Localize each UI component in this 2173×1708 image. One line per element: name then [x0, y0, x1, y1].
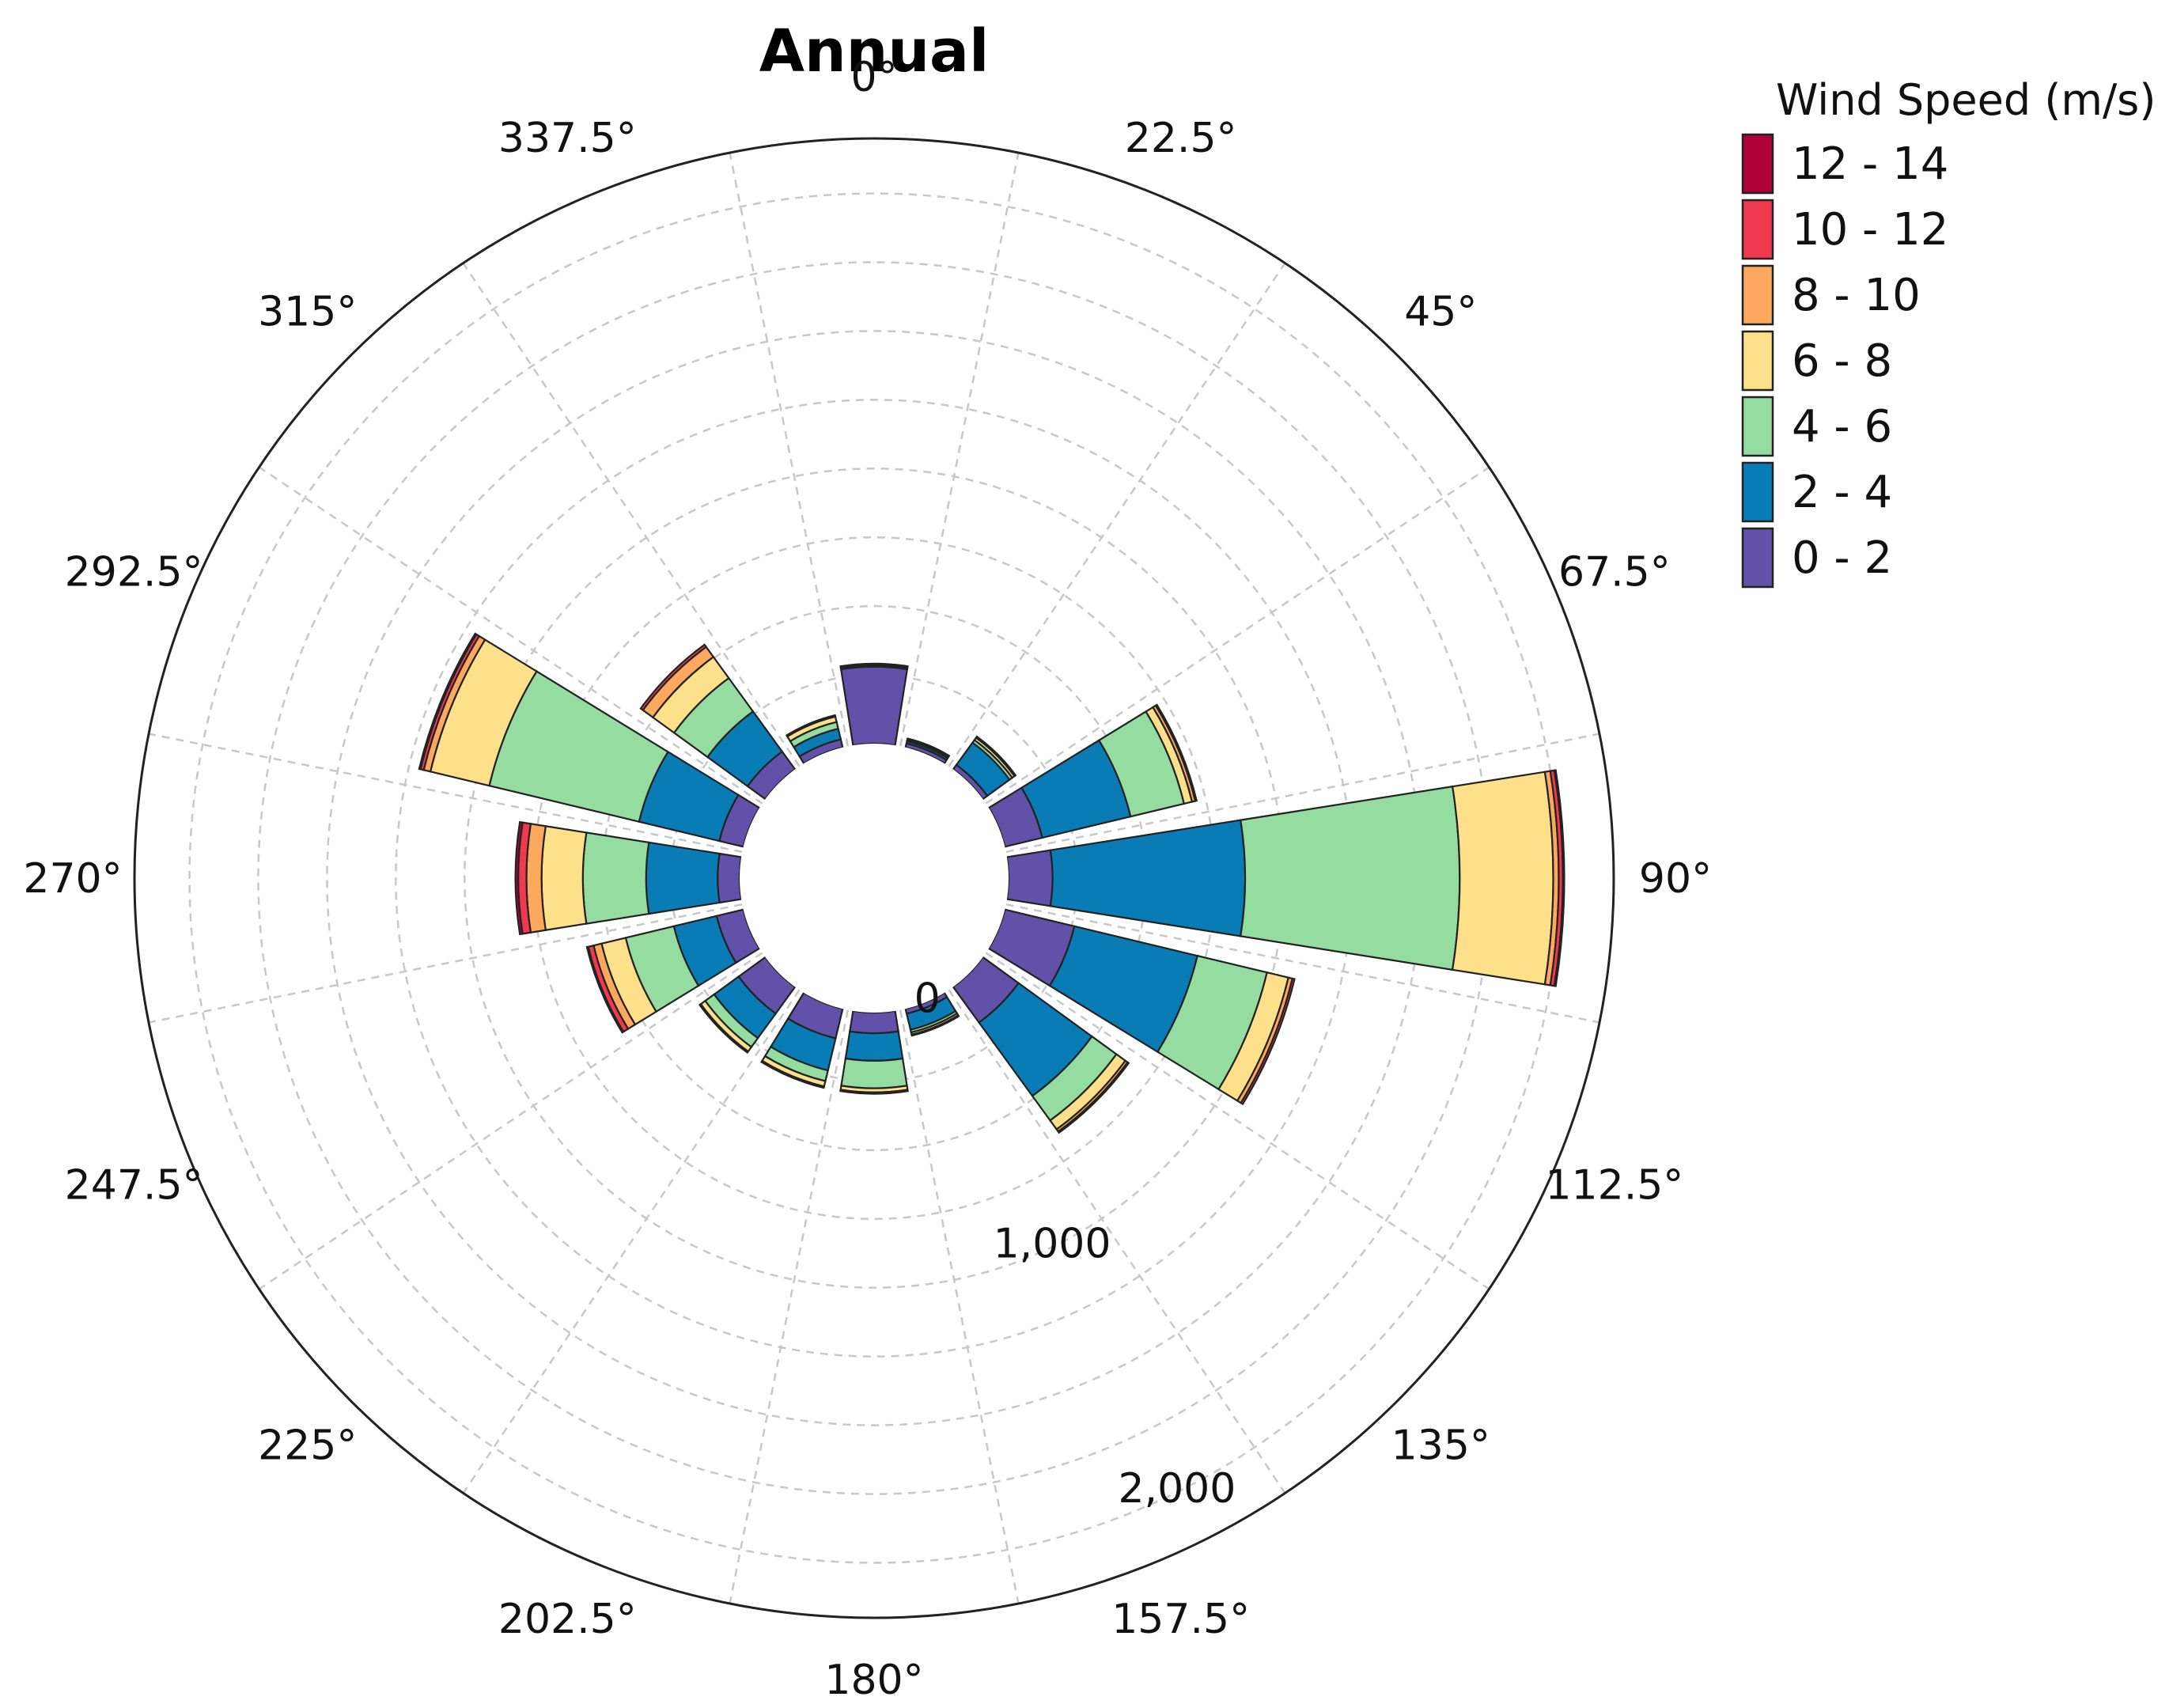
grid-spoke [258, 466, 763, 805]
direction-labels: 0° 22.5° 45° 67.5° 90° 112.5° 135° 157.5° 180° 20… [23, 54, 1712, 1704]
legend: Wind Speed (m/s) 12 - 14 10 - 12 8 - 10 6 -… [1741, 75, 2156, 589]
direction-label: 112.5° [1545, 1162, 1683, 1210]
direction-label: 225° [258, 1422, 357, 1469]
grid-spoke [948, 262, 1286, 767]
bar-dir-45-bin-5 [975, 735, 1017, 777]
bar-dir-270-bin-0 [717, 852, 743, 904]
radial-axis-labels: 0 1,000 2,000 [914, 975, 1236, 1513]
bar-dir-270-bin-6 [514, 820, 524, 936]
bar-dir-225-bin-4 [698, 1002, 750, 1055]
legend-swatch [1741, 133, 1774, 195]
bar-dir-270-bin-1 [645, 841, 721, 915]
bar-dir-180-bin-4 [839, 1089, 909, 1095]
bar-dir-180-bin-2 [840, 1057, 908, 1089]
legend-swatch [1741, 461, 1774, 523]
bar-dir-157.5-bin-4 [910, 1013, 960, 1037]
grid-spoke [899, 152, 1020, 747]
radial-tick-label: 0 [914, 975, 941, 1022]
bar-dir-202.5-bin-4 [760, 1059, 826, 1089]
legend-swatch [1741, 396, 1774, 457]
legend-swatch [1741, 199, 1774, 260]
direction-label: 135° [1391, 1422, 1490, 1469]
bar-dir-90-bin-2 [1240, 785, 1461, 971]
bar-dir-315-bin-5 [639, 643, 708, 712]
bar-dir-0-bin-0 [839, 665, 909, 747]
grid-spoke [899, 1009, 1020, 1604]
direction-label: 270° [23, 855, 122, 903]
grid-spoke [985, 466, 1490, 805]
outer-ring [133, 137, 1615, 1619]
direction-label: 67.5° [1558, 548, 1671, 596]
bar-dir-270-bin-2 [581, 831, 650, 925]
direction-label: 292.5° [65, 548, 203, 596]
legend-swatch [1741, 527, 1774, 589]
grid-spoke [148, 903, 743, 1024]
bar-dir-67.5-bin-5 [1154, 703, 1198, 802]
legend-label: 8 - 10 [1792, 270, 1921, 321]
bar-dir-90-bin-0 [1005, 849, 1054, 907]
direction-label: 337.5° [498, 115, 637, 162]
bar-dir-135-bin-5 [1057, 1061, 1130, 1134]
grid-spoke [148, 733, 743, 854]
legend-label: 6 - 8 [1792, 335, 1892, 387]
bar-dir-22.5-bin-4 [906, 737, 951, 758]
bar-dir-247.5-bin-6 [585, 945, 625, 1034]
bar-dir-0-bin-4 [839, 662, 909, 668]
grid-spoke [985, 952, 1490, 1290]
bar-dir-112.5-bin-5 [1240, 977, 1296, 1106]
bar-dir-180-bin-0 [849, 1009, 899, 1035]
wind-rose-bars [418, 632, 1565, 1134]
grid-spoke [729, 1009, 850, 1604]
grid-spoke [258, 952, 763, 1290]
grid-spoke [462, 262, 801, 767]
center-hole [740, 744, 1009, 1013]
bar-dir-270-bin-3 [540, 824, 588, 932]
bar-dir-337.5-bin-4 [785, 714, 837, 738]
direction-label: 90° [1639, 855, 1712, 903]
chart-title: Annual [759, 17, 990, 85]
radial-tick-label: 1,000 [994, 1220, 1111, 1267]
bar-dir-90-bin-6 [1553, 769, 1565, 987]
direction-label: 157.5° [1111, 1596, 1250, 1643]
direction-label: 315° [258, 289, 357, 336]
legend-label: 4 - 6 [1792, 401, 1892, 453]
legend-swatch [1741, 330, 1774, 392]
bar-dir-90-bin-3 [1451, 771, 1554, 986]
grid-spoke [1005, 733, 1600, 854]
legend-label: 10 - 12 [1792, 204, 1948, 256]
legend-label: 2 - 4 [1792, 467, 1892, 518]
legend-label: 0 - 2 [1792, 532, 1892, 584]
grid-spoke [1005, 903, 1600, 1024]
legend-title: Wind Speed (m/s) [1776, 75, 2156, 125]
direction-label: 180° [824, 1657, 923, 1704]
direction-label: 0° [850, 54, 897, 101]
bar-dir-180-bin-1 [844, 1030, 904, 1062]
bar-dir-292.5-bin-6 [418, 632, 478, 771]
grid-spoke [729, 152, 850, 747]
legend-swatch [1741, 264, 1774, 326]
direction-label: 202.5° [498, 1596, 637, 1643]
legend-label: 12 - 14 [1792, 138, 1948, 190]
radial-tick-label: 2,000 [1118, 1465, 1236, 1513]
direction-label: 45° [1404, 289, 1477, 336]
direction-label: 22.5° [1125, 115, 1237, 162]
grid-spoke [462, 989, 801, 1494]
direction-label: 247.5° [65, 1162, 203, 1210]
grid-spoke [948, 989, 1286, 1494]
